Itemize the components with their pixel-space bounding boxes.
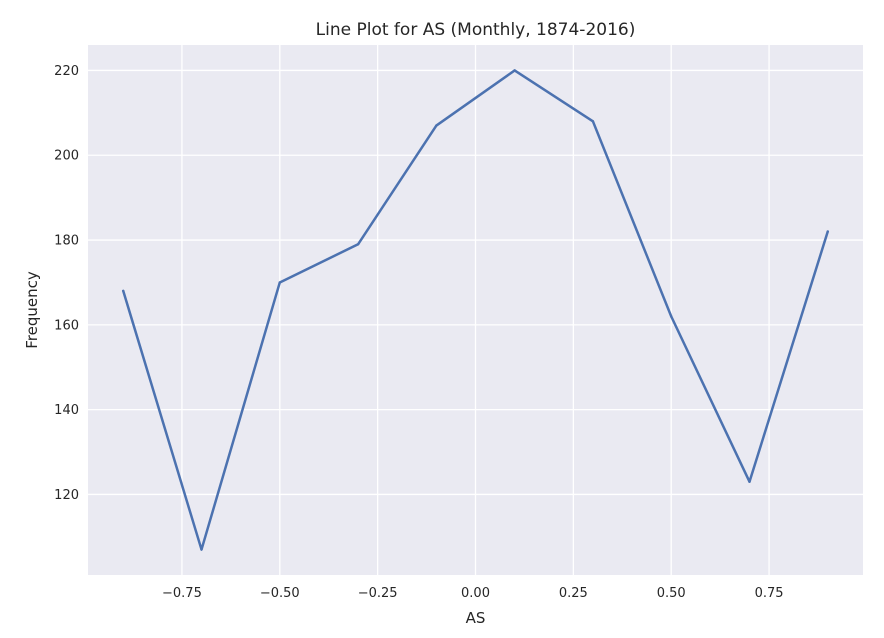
data-point [591,120,595,123]
data-point [278,281,281,284]
y-tick-label: 160 [54,318,79,333]
y-tick-label: 180 [54,234,79,249]
x-tick-label: −0.75 [162,586,202,601]
chart-title: Line Plot for AS (Monthly, 1874-2016) [316,20,636,40]
data-point [435,124,438,127]
x-tick-label: −0.50 [260,586,300,601]
y-tick-label: 140 [54,403,79,418]
x-tick-labels: −0.75 −0.50 −0.25 0.00 0.25 0.50 0.75 [162,586,784,601]
data-point [356,243,360,246]
x-tick-label: −0.25 [358,586,398,601]
series-line [121,69,830,551]
series-layer [121,69,830,551]
y-axis-title: Frequency [23,271,41,349]
y-tick-label: 200 [54,149,79,164]
x-tick-label: 0.75 [755,586,784,601]
x-tick-label: 0.50 [657,586,686,601]
data-point [200,548,203,551]
y-tick-label: 120 [54,488,79,503]
x-axis-title: AS [466,609,486,627]
x-tick-label: 0.25 [559,586,588,601]
y-tick-labels: 120 140 160 180 200 220 [54,64,79,503]
data-point [748,480,751,483]
data-point [670,315,673,318]
data-point [826,230,829,233]
x-tick-label: 0.00 [461,586,490,601]
y-tick-label: 220 [54,64,79,79]
data-point [513,69,516,72]
data-point [122,289,125,293]
